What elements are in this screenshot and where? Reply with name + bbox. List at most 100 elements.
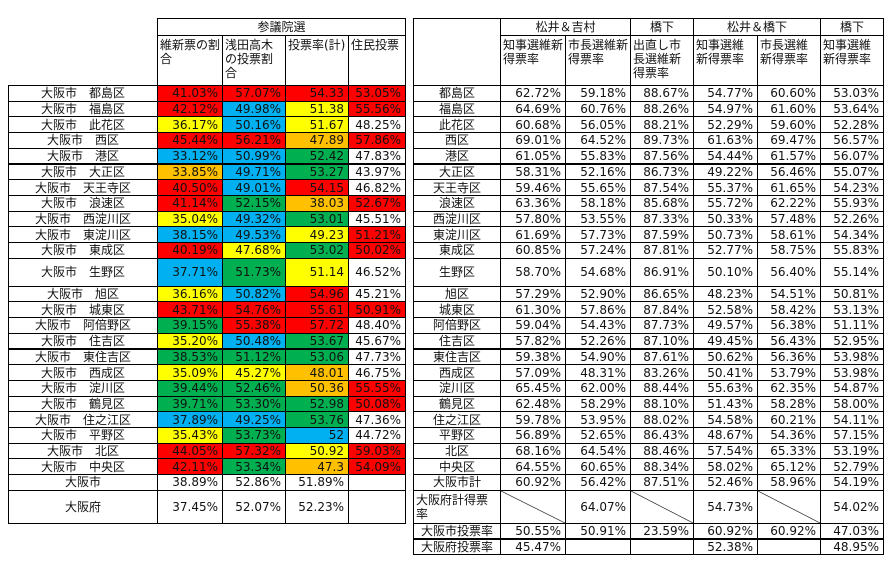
cell: 59.03% bbox=[348, 442, 406, 460]
cell: 86.65% bbox=[630, 285, 694, 303]
cell: 49.01% bbox=[222, 179, 286, 196]
cell: 52.67% bbox=[348, 194, 406, 212]
cell: 61.69% bbox=[500, 226, 566, 243]
cell: 50.36 bbox=[285, 379, 349, 397]
cell: 61.63% bbox=[693, 132, 758, 149]
cell: 50.41% bbox=[693, 364, 758, 381]
cell: 88.44% bbox=[630, 379, 694, 397]
cell: 58.29% bbox=[565, 395, 631, 413]
cell: 55.07% bbox=[820, 163, 884, 181]
cell: 53.67 bbox=[285, 332, 349, 350]
cell: 62.22% bbox=[757, 194, 821, 212]
cell: 55.83% bbox=[565, 147, 631, 165]
cell: 36.16% bbox=[157, 285, 223, 303]
cell: 38.53% bbox=[157, 348, 223, 366]
cell: 87.33% bbox=[630, 210, 694, 228]
cell: 47.73% bbox=[348, 348, 406, 366]
row-label: 大阪市 生野区 bbox=[8, 257, 158, 287]
cell: 56.57% bbox=[820, 132, 884, 149]
cell: 58.31% bbox=[500, 163, 566, 181]
row-label: 大阪市 此花区 bbox=[8, 116, 158, 134]
cell: 50.81% bbox=[820, 285, 884, 303]
cell: 64.69% bbox=[500, 100, 566, 118]
cell: 41.03% bbox=[157, 85, 223, 102]
cell: 54.19% bbox=[820, 474, 884, 491]
cell: 52.65% bbox=[565, 427, 631, 444]
cell: 44.05% bbox=[157, 442, 223, 460]
cell: 68.16% bbox=[500, 442, 566, 460]
cell: 87.56% bbox=[630, 147, 694, 165]
cell: 42.11% bbox=[157, 458, 223, 476]
cell: 57.29% bbox=[500, 285, 566, 303]
row-label: 東成区 bbox=[413, 242, 501, 259]
cell: 50.73% bbox=[693, 226, 758, 243]
cell: 61.05% bbox=[500, 147, 566, 165]
cell: 59.46% bbox=[500, 179, 566, 196]
row-label: 中央区 bbox=[413, 458, 501, 476]
cell: 83.26% bbox=[630, 364, 694, 381]
cell: 52.07% bbox=[222, 489, 286, 524]
cell: 59.18% bbox=[565, 85, 631, 102]
cell: 56.05% bbox=[565, 116, 631, 134]
corner bbox=[413, 18, 501, 86]
row-label: 天王寺区 bbox=[413, 179, 501, 196]
cell: 50.92 bbox=[285, 442, 349, 460]
cell: 59.38% bbox=[500, 348, 566, 366]
cell: 89.73% bbox=[630, 132, 694, 149]
cell: 53.02 bbox=[285, 242, 349, 259]
cell: 48.40% bbox=[348, 317, 406, 334]
cell bbox=[630, 538, 694, 556]
cell: 88.34% bbox=[630, 458, 694, 476]
cell: 52.23% bbox=[285, 489, 349, 524]
cell: 64.07% bbox=[565, 489, 631, 524]
cell: 88.26% bbox=[630, 100, 694, 118]
cell: 53.95% bbox=[565, 411, 631, 428]
cell: 52.86% bbox=[222, 474, 286, 491]
row-label: 住之江区 bbox=[413, 411, 501, 428]
row-label: 大阪府投票率 bbox=[413, 538, 501, 556]
row-label: 浪速区 bbox=[413, 194, 501, 212]
column-header: 浅田高木の投票割合 bbox=[222, 35, 286, 86]
cell: 49.57% bbox=[693, 317, 758, 334]
cell bbox=[565, 538, 631, 556]
cell: 49.23 bbox=[285, 226, 349, 243]
row-label: 大阪市 東淀川区 bbox=[8, 226, 158, 243]
cell: 56.38% bbox=[757, 317, 821, 334]
cell: 45.67% bbox=[348, 332, 406, 350]
cell: 57.73% bbox=[565, 226, 631, 243]
cell: 38.03 bbox=[285, 194, 349, 212]
cell: 60.85% bbox=[500, 242, 566, 259]
row-label: 大正区 bbox=[413, 163, 501, 181]
cell: 46.52% bbox=[348, 257, 406, 287]
cell: 54.77% bbox=[693, 85, 758, 102]
cell bbox=[757, 538, 821, 556]
cell: 54.34% bbox=[820, 226, 884, 243]
cell: 33.85% bbox=[157, 163, 223, 181]
cell: 52.90% bbox=[565, 285, 631, 303]
cell: 57.15% bbox=[820, 427, 884, 444]
row-label: 大阪市 淀川区 bbox=[8, 379, 158, 397]
cell: 54.73% bbox=[693, 489, 758, 524]
row-label: 大阪市 住吉区 bbox=[8, 332, 158, 350]
cell: 55.72% bbox=[693, 194, 758, 212]
row-label: 大阪市 西淀川区 bbox=[8, 210, 158, 228]
cell: 54.97% bbox=[693, 100, 758, 118]
cell: 49.32% bbox=[222, 210, 286, 228]
cell: 55.14% bbox=[820, 257, 884, 287]
row-label: 東淀川区 bbox=[413, 226, 501, 243]
cell: 38.15% bbox=[157, 226, 223, 243]
row-label: 大阪市 鶴見区 bbox=[8, 395, 158, 413]
cell: 54.51% bbox=[757, 285, 821, 303]
cell: 61.60% bbox=[757, 100, 821, 118]
row-label: 大阪市 旭区 bbox=[8, 285, 158, 303]
column-header: 市長選維新得票率 bbox=[565, 35, 631, 86]
cell: 52.38% bbox=[693, 538, 758, 556]
cell: 50.10% bbox=[693, 257, 758, 287]
cell: 52.46% bbox=[222, 379, 286, 397]
column-header: 知事選維新得票率 bbox=[820, 35, 884, 86]
cell: 43.97% bbox=[348, 163, 406, 181]
cell: 60.92% bbox=[500, 474, 566, 491]
cell: 38.89% bbox=[157, 474, 223, 491]
cell: 57.86% bbox=[348, 132, 406, 149]
row-label: 大阪市 中央区 bbox=[8, 458, 158, 476]
